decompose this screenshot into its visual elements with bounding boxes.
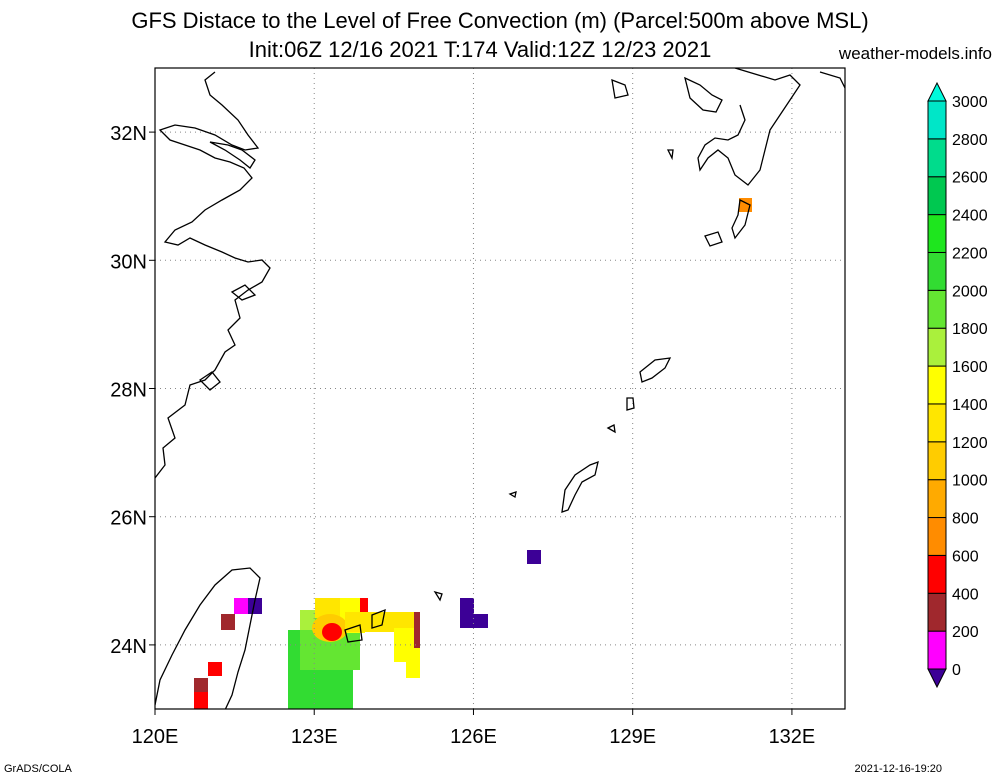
- colorbar-label: 3000: [952, 94, 988, 111]
- colorbar-label: 400: [952, 586, 979, 603]
- field-cell: [234, 598, 248, 614]
- colorbar-min-arrow: [927, 668, 947, 689]
- lat-tick-label: 26N: [110, 508, 147, 530]
- colorbar-box: [927, 592, 947, 632]
- lon-tick-label: 123E: [291, 726, 338, 748]
- chart-subtitle: Init:06Z 12/16 2021 T:174 Valid:12Z 12/2…: [248, 37, 712, 62]
- lat-tick-label: 24N: [110, 636, 147, 658]
- field-cell: [527, 550, 541, 564]
- lon-tick-label: 120E: [132, 726, 179, 748]
- field-cell: [414, 612, 420, 648]
- footer-credit: GrADS/COLA: [4, 763, 72, 775]
- colorbar-label: 1800: [952, 321, 988, 338]
- colorbar-label: 800: [952, 511, 979, 528]
- field-cell: [322, 623, 342, 641]
- lon-tick-label: 126E: [450, 726, 497, 748]
- colorbar-box: [927, 441, 947, 481]
- colorbar-label: 600: [952, 548, 979, 565]
- colorbar-box: [927, 251, 947, 291]
- colorbar-box: [927, 365, 947, 405]
- colorbar-label: 2200: [952, 245, 988, 262]
- colorbar-box: [927, 554, 947, 594]
- field-cell: [248, 598, 262, 614]
- lat-tick-label: 32N: [110, 123, 147, 145]
- colorbar-box: [927, 630, 947, 670]
- chart-title: GFS Distace to the Level of Free Convect…: [131, 8, 869, 33]
- colorbar-box: [927, 479, 947, 519]
- lat-tick-label: 28N: [110, 380, 147, 402]
- lon-tick-label: 129E: [609, 726, 656, 748]
- colorbar-label: 1600: [952, 359, 988, 376]
- lfc-field: [194, 198, 752, 709]
- colorbar-label: 1000: [952, 473, 988, 490]
- colorbar-label: 200: [952, 624, 979, 641]
- field-cell: [460, 598, 474, 628]
- colorbar-label: 2000: [952, 283, 988, 300]
- colorbar-label: 2400: [952, 208, 988, 225]
- colorbar-box: [927, 176, 947, 216]
- coastlines: [155, 68, 845, 709]
- colorbar-label: 2800: [952, 132, 988, 149]
- colorbar: 0 200 400 600 800 1000 1200 1400 1600 1800 2000 220…: [927, 81, 988, 689]
- colorbar-label: 1400: [952, 397, 988, 414]
- colorbar-box: [927, 517, 947, 556]
- field-cell: [194, 678, 208, 692]
- colorbar-box: [927, 289, 947, 329]
- site-label: weather-models.info: [838, 44, 992, 63]
- field-cell: [406, 660, 420, 678]
- field-cell: [300, 610, 315, 630]
- field-cell: [194, 692, 208, 709]
- colorbar-box: [927, 214, 947, 253]
- colorbar-box: [927, 138, 947, 178]
- footer-timestamp: 2021-12-16-19:20: [854, 763, 942, 775]
- lon-tick-label: 132E: [769, 726, 816, 748]
- colorbar-label: 1200: [952, 435, 988, 452]
- field-cell: [221, 614, 235, 630]
- colorbar-label: 0: [952, 662, 961, 679]
- colorbar-box: [927, 100, 947, 140]
- field-cell: [474, 614, 488, 628]
- field-cell: [360, 598, 368, 612]
- colorbar-label: 2600: [952, 170, 988, 187]
- lat-tick-label: 30N: [110, 251, 147, 273]
- colorbar-max-arrow: [927, 81, 947, 102]
- colorbar-box: [927, 327, 947, 367]
- colorbar-box: [927, 403, 947, 443]
- field-cell: [208, 662, 222, 676]
- axis-ticks: 120E 123E 126E 129E 132E 24N 26N 28N 30N 32N: [110, 123, 815, 748]
